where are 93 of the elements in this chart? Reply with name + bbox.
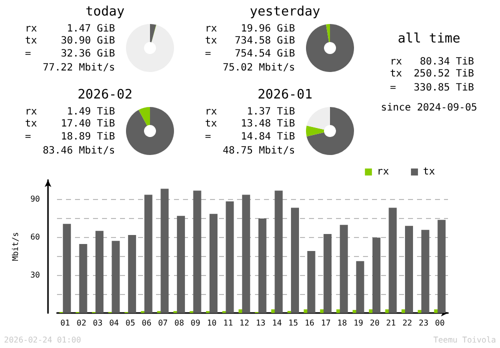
bar [226,201,234,313]
y-tick-label: 30 [30,270,40,280]
x-tick-label: 08 [174,318,184,328]
text: 330.85 TiB [414,82,474,94]
text: 19.96 GiB [240,24,295,34]
text: 250.52 TiB [414,68,474,80]
bar [274,190,283,313]
x-tick-label: 03 [92,318,103,328]
bar [356,261,364,313]
x-tick-label: 14 [272,318,282,328]
x-tick-label: 20 [370,318,380,328]
x-tick-label: 13 [256,318,266,328]
text: tx [205,36,218,46]
bar [258,218,266,313]
bar [62,224,71,313]
chart-title: today [85,4,125,20]
x-tick-label: 21 [386,318,396,328]
bar [290,208,299,313]
bar [160,188,169,313]
text: 83.46 Mbit/s [42,146,115,156]
text: 1.49 TiB [66,106,115,118]
text: tx [25,36,38,46]
text: 17.40 TiB [60,118,115,130]
text: 32.36 GiB [60,48,115,60]
bar [193,190,202,313]
y-tick-label: 60 [30,232,40,242]
text: = [25,132,32,142]
x-tick-label: 02 [76,318,86,328]
x-tick-label: 10 [206,318,217,328]
text: 18.89 TiB [60,132,115,142]
text: rx [390,56,402,68]
text: 77.22 Mbit/s [42,62,115,74]
text: all time [398,32,460,46]
x-tick-label: 22 [402,318,412,328]
x-tick-label: 06 [142,318,152,328]
bar [112,240,120,313]
text: tx [205,118,218,130]
x-tick-label: 04 [109,318,120,328]
legend-label: rx [376,166,389,178]
text: = [390,82,396,94]
x-tick-label: 00 [435,318,445,328]
text: 1.47 GiB [66,24,115,34]
x-tick-label: 11 [223,318,234,328]
bar [242,194,250,313]
text: rx [205,106,218,118]
x-tick-label: 01 [60,318,70,328]
x-tick-label: 12 [240,318,250,328]
text: 1.37 TiB [246,106,295,118]
bar [340,224,348,313]
text: 48.75 Mbit/s [222,146,295,156]
text: 80.34 TiB [420,56,474,68]
text: 75.02 Mbit/s [222,62,295,74]
bar [79,244,88,313]
bar [421,230,430,313]
bar [128,234,136,313]
text: tx [25,118,38,130]
bar [176,216,185,313]
x-tick-label: 23 [418,318,429,328]
text: rx [25,106,38,118]
text: rx [25,24,38,34]
bar [405,226,414,313]
text: = [205,132,212,142]
text: 14.84 TiB [240,132,295,142]
text: 13.48 TiB [240,118,295,130]
text: 754.54 GiB [234,48,295,60]
x-tick-label: 16 [304,318,315,328]
x-tick-label: 05 [125,318,136,328]
x-tick-label: 19 [354,318,364,328]
text: = [25,48,32,60]
x-tick-label: 18 [337,318,348,328]
x-tick-label: 15 [288,318,298,328]
y-tick-label: 90 [30,194,40,204]
text: 30.90 GiB [60,36,115,46]
bar [95,230,104,313]
text: since 2024-09-05 [380,102,478,114]
bar [307,251,316,313]
y-axis-title: Mbit/s [10,232,20,261]
x-tick-label: 17 [320,318,331,328]
chart-title: yesterday [250,4,320,20]
chart-title: 2026-02 [78,88,132,102]
x-tick-label: 07 [158,318,168,328]
bar [144,194,152,313]
chart-title: 2026-01 [258,88,312,102]
bar [210,214,218,313]
text: tx [390,68,402,80]
bar [372,238,380,313]
bar [388,208,397,313]
text: rx [205,24,218,34]
text: = [205,48,212,60]
x-tick-label: 09 [190,318,200,328]
text: 734.58 GiB [234,36,295,46]
bar [324,234,332,313]
legend-label: tx [422,166,436,178]
